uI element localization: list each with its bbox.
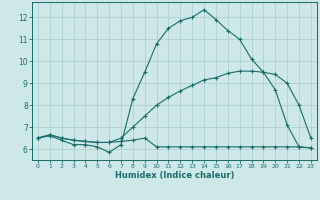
X-axis label: Humidex (Indice chaleur): Humidex (Indice chaleur) (115, 171, 234, 180)
